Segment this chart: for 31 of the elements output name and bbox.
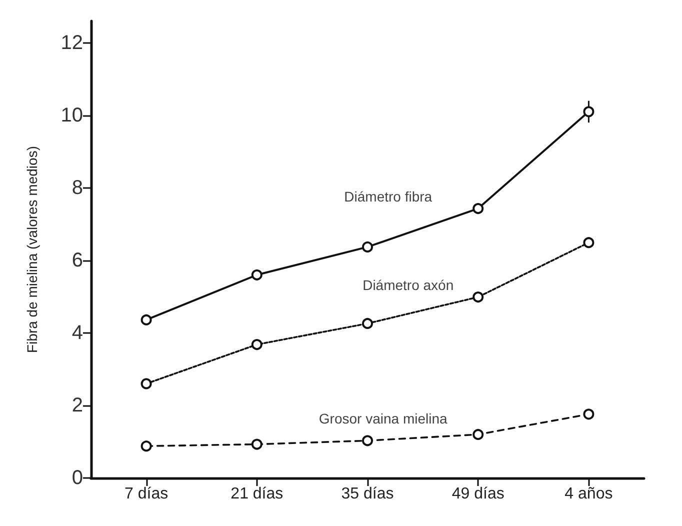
point	[583, 106, 594, 118]
y-tick-label: 8	[72, 176, 83, 199]
x-tick-label: 7 días	[124, 486, 168, 502]
point	[583, 237, 594, 248]
point	[251, 339, 262, 350]
x-tick-label: 49 días	[452, 486, 504, 502]
series-label: Diámetro axón	[362, 277, 454, 294]
point	[362, 435, 373, 446]
y-tick-label: 6	[72, 249, 83, 272]
y-axis-title: Fibra de mielina (valores medios)	[24, 146, 40, 353]
point	[472, 428, 484, 440]
point	[140, 440, 152, 452]
point	[583, 408, 594, 420]
point	[362, 318, 373, 329]
x-tick-label: 21 días	[230, 486, 284, 502]
y-tick-label: 2	[72, 394, 83, 416]
y-tick-label: 12	[60, 32, 83, 54]
point	[251, 438, 262, 450]
y-tick-label: 4	[72, 322, 83, 344]
x-tick-label: 4 años	[564, 486, 613, 502]
series-label: Grosor vaina mielina	[318, 410, 448, 426]
y-tick-label: 10	[60, 104, 83, 126]
point	[140, 378, 152, 390]
point	[362, 241, 373, 252]
series-label: Diámetro fibra	[344, 188, 432, 205]
y-tick-label: 0	[72, 467, 83, 489]
x-tick-label: 35 días	[341, 486, 394, 502]
point	[140, 314, 152, 326]
point	[472, 203, 484, 214]
point	[472, 292, 484, 303]
point	[251, 269, 262, 280]
